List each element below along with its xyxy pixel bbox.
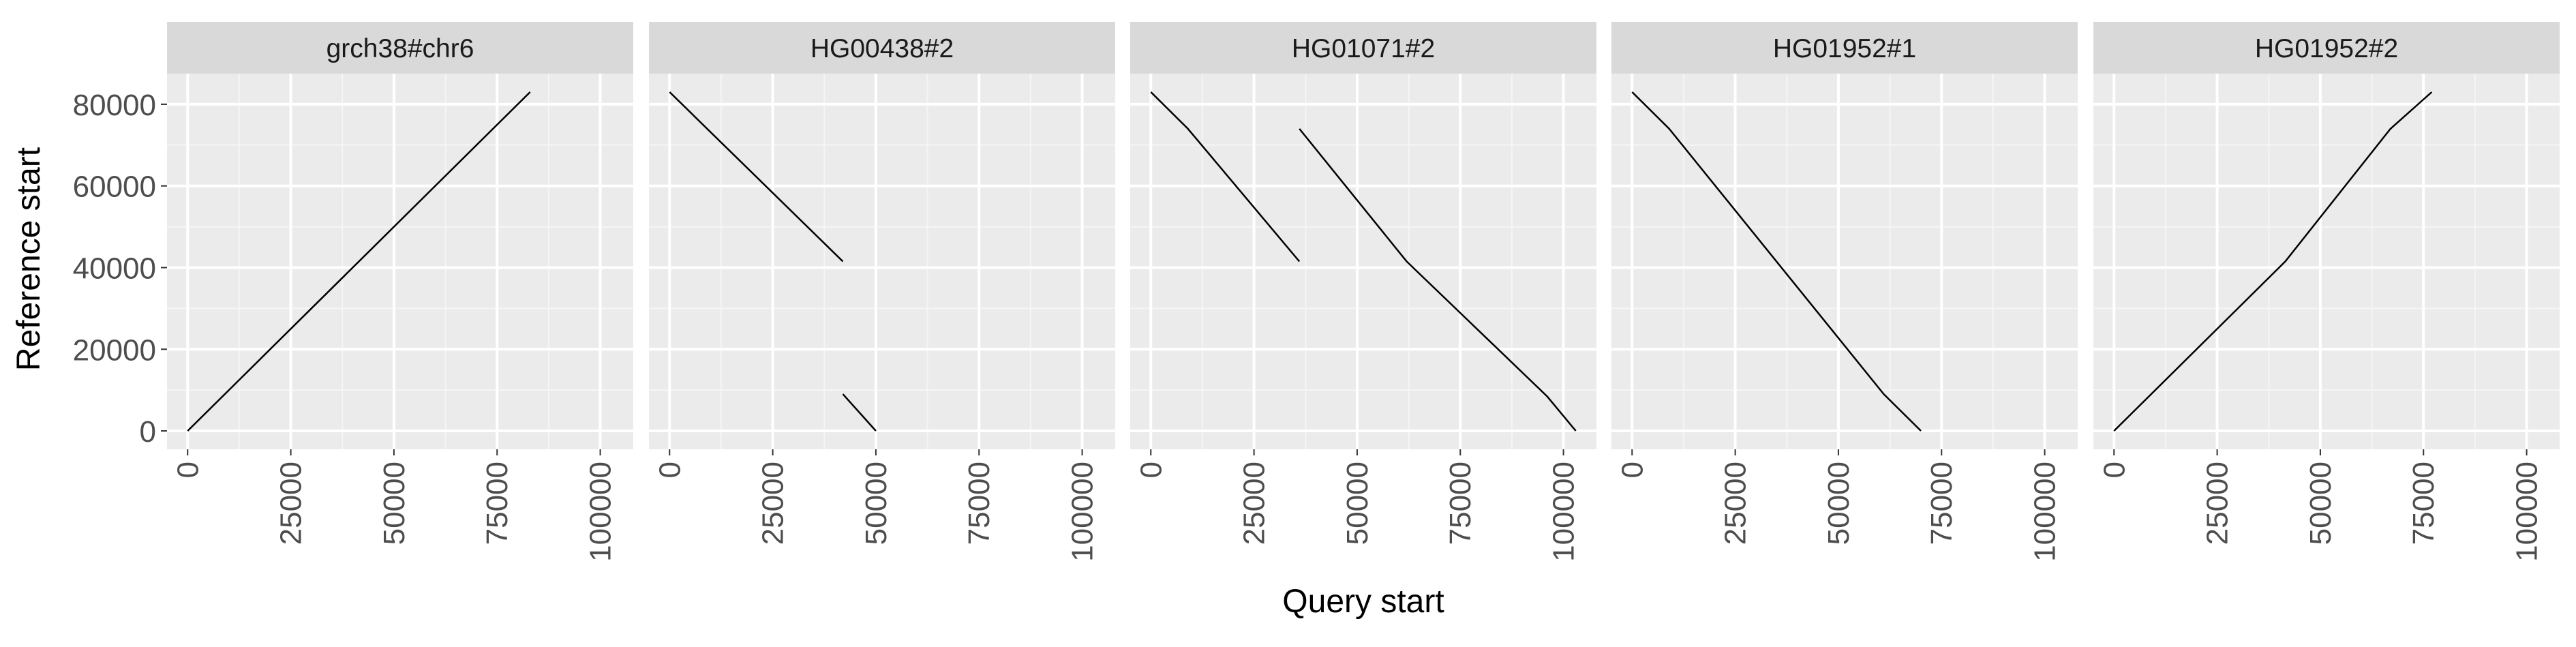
panel-background <box>167 74 633 449</box>
alignment-segment <box>187 91 531 432</box>
x-tick-label: 25000 <box>2201 462 2234 545</box>
x-tick-label: 50000 <box>1341 462 1374 545</box>
x-tick-label: 25000 <box>1238 462 1271 545</box>
panel-background <box>2093 74 2560 449</box>
facet-title: HG01952#1 <box>1773 34 1916 63</box>
x-tick-label: 0 <box>653 462 686 478</box>
facet-panel: HG01952#2 0 25000 50000 75000 100000 <box>2093 22 2560 562</box>
y-tick-label: 40000 <box>73 252 156 285</box>
x-tick-label: 25000 <box>275 462 308 545</box>
facet-strip <box>1611 22 2078 74</box>
facet-panel: HG01071#2 0 25000 50000 75000 100000 <box>1130 22 1596 562</box>
alignment-segment <box>1631 91 1922 432</box>
y-tick-label: 0 <box>140 415 156 449</box>
x-tick-label: 25000 <box>757 462 790 545</box>
y-tick-label: 20000 <box>73 333 156 367</box>
facet-title: HG01952#2 <box>2255 34 2398 63</box>
x-tick-label: 100000 <box>584 462 618 562</box>
panel-background <box>649 74 1115 449</box>
x-tick-label: 50000 <box>860 462 893 545</box>
x-tick-label: 75000 <box>1925 462 1958 545</box>
facet-strip <box>2093 22 2560 74</box>
alignment-segment <box>1150 91 1301 262</box>
x-tick-label: 50000 <box>378 462 411 545</box>
panel-background <box>1130 74 1596 449</box>
x-axis-title: Query start <box>1282 584 1444 620</box>
facet-panel: grch38#chr6 0 25000 50000 75000 100000 <box>167 22 633 562</box>
x-tick-label: 0 <box>171 462 204 478</box>
alignment-segment <box>2113 91 2433 432</box>
alignment-segment <box>669 91 844 262</box>
y-tick-label: 60000 <box>73 170 156 204</box>
facet-title: grch38#chr6 <box>327 34 474 63</box>
x-tick-label: 50000 <box>1822 462 1855 545</box>
x-tick-label: 75000 <box>1444 462 1477 545</box>
facet-title: HG00438#2 <box>810 34 954 63</box>
x-tick-label: 0 <box>2097 462 2131 478</box>
x-tick-label: 75000 <box>963 462 996 545</box>
x-tick-label: 100000 <box>2511 462 2544 562</box>
facet-strip <box>167 22 633 74</box>
x-tick-label: 25000 <box>1719 462 1753 545</box>
facet-panel: HG01952#1 0 25000 50000 75000 100000 <box>1611 22 2078 562</box>
alignment-segment <box>842 393 877 432</box>
panel-background <box>1611 74 2078 449</box>
y-tick-label: 80000 <box>73 89 156 122</box>
facet-strip <box>649 22 1115 74</box>
y-axis-title: Reference start <box>11 147 47 371</box>
x-tick-label: 0 <box>1134 462 1168 478</box>
x-tick-label: 0 <box>1616 462 1649 478</box>
x-tick-label: 100000 <box>1066 462 1100 562</box>
x-tick-label: 75000 <box>481 462 514 545</box>
y-axis: 0 20000 40000 60000 80000 <box>73 89 167 449</box>
x-tick-label: 50000 <box>2304 462 2337 545</box>
facet-strip <box>1130 22 1596 74</box>
x-tick-label: 100000 <box>2029 462 2062 562</box>
x-tick-label: 100000 <box>1547 462 1581 562</box>
facet-title: HG01071#2 <box>1292 34 1435 63</box>
x-tick-label: 75000 <box>2407 462 2440 545</box>
alignment-segment <box>1299 128 1577 432</box>
facet-panel: HG00438#2 0 25000 50000 75000 100000 <box>649 22 1115 562</box>
